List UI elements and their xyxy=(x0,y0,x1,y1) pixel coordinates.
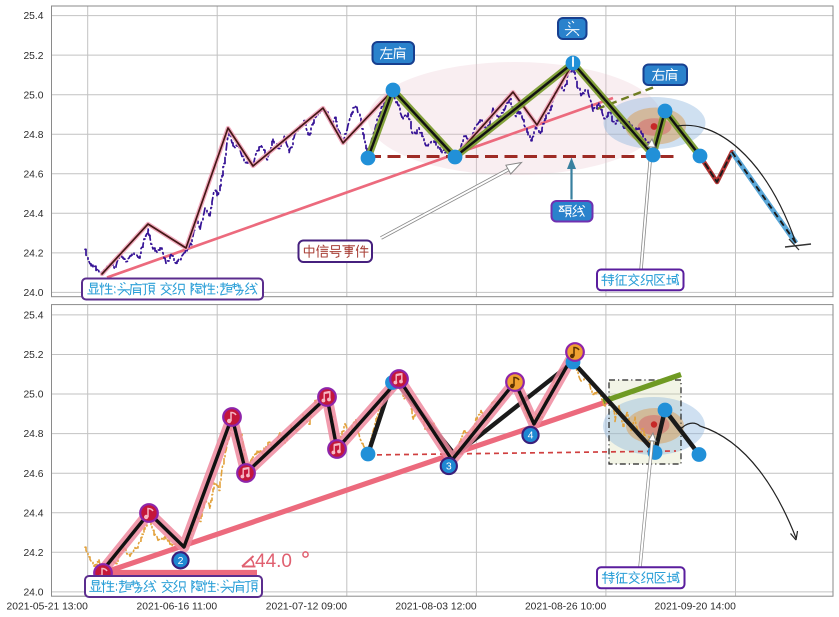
svg-text:25.0: 25.0 xyxy=(23,90,43,101)
svg-text:25.4: 25.4 xyxy=(23,11,43,22)
svg-text:44.0: 44.0 xyxy=(255,551,292,572)
svg-text:24.4: 24.4 xyxy=(23,508,43,519)
svg-text:2021-06-16 11:00: 2021-06-16 11:00 xyxy=(137,602,218,613)
svg-text:24.6: 24.6 xyxy=(23,469,43,480)
svg-text:2021-05-21 13:00: 2021-05-21 13:00 xyxy=(7,602,89,613)
svg-text:24.6: 24.6 xyxy=(23,169,43,180)
svg-text:25.0: 25.0 xyxy=(23,390,43,401)
svg-text:24.8: 24.8 xyxy=(23,130,43,141)
svg-text:2021-07-12 09:00: 2021-07-12 09:00 xyxy=(266,602,348,613)
svg-text:24.2: 24.2 xyxy=(23,548,43,559)
svg-text:24.4: 24.4 xyxy=(23,209,43,220)
svg-text:25.4: 25.4 xyxy=(23,311,43,322)
svg-text:25.2: 25.2 xyxy=(23,51,43,62)
svg-text:3: 3 xyxy=(446,461,452,473)
svg-text:24.0: 24.0 xyxy=(23,588,43,599)
svg-text:2021-09-20 14:00: 2021-09-20 14:00 xyxy=(655,602,737,613)
svg-text:25.2: 25.2 xyxy=(23,350,43,361)
svg-text:24.0: 24.0 xyxy=(23,288,43,299)
svg-text:4: 4 xyxy=(528,430,534,442)
svg-text:2: 2 xyxy=(178,555,184,567)
svg-text:24.8: 24.8 xyxy=(23,429,43,440)
svg-text:2021-08-03 12:00: 2021-08-03 12:00 xyxy=(395,602,477,613)
svg-text:24.2: 24.2 xyxy=(23,249,43,260)
svg-text:2021-08-26 10:00: 2021-08-26 10:00 xyxy=(525,602,607,613)
